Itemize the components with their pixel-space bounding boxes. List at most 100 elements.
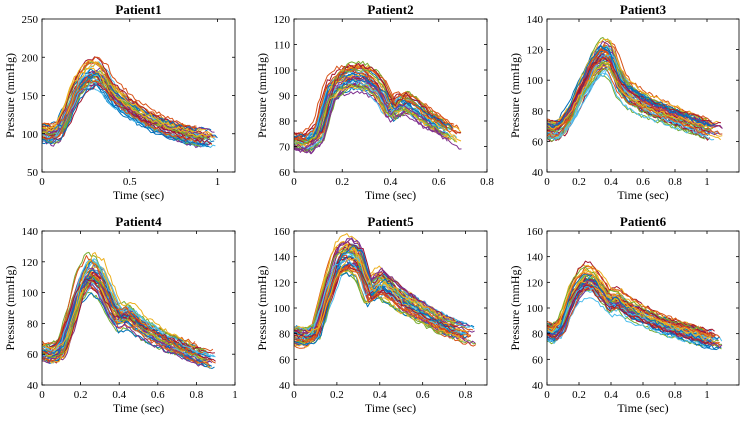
x-tick-label: 0 bbox=[39, 176, 45, 188]
x-axis-label: Time (sec) bbox=[113, 188, 164, 202]
y-tick-label: 140 bbox=[527, 14, 544, 26]
y-tick-label: 250 bbox=[22, 14, 39, 26]
trace-line bbox=[294, 75, 446, 150]
x-tick-label: 0.4 bbox=[604, 389, 618, 401]
chart-title: Patient1 bbox=[115, 2, 161, 17]
y-tick-label: 140 bbox=[274, 252, 291, 264]
x-tick-label: 0.4 bbox=[384, 176, 398, 188]
x-tick-label: 0.2 bbox=[572, 389, 586, 401]
y-tick-label: 160 bbox=[527, 226, 544, 238]
y-tick-label: 60 bbox=[279, 354, 291, 366]
y-tick-label: 100 bbox=[22, 288, 39, 300]
x-tick-label: 1 bbox=[704, 389, 710, 401]
trace-line bbox=[42, 84, 210, 148]
trace-line bbox=[547, 273, 715, 344]
y-axis-label: Pressure (mmHg) bbox=[508, 266, 522, 351]
trace-line bbox=[42, 67, 215, 139]
y-tick-label: 120 bbox=[274, 14, 291, 26]
trace-line bbox=[547, 45, 716, 126]
x-axis-label: Time (sec) bbox=[617, 401, 668, 415]
y-tick-label: 80 bbox=[532, 329, 544, 341]
trace-group bbox=[42, 56, 218, 149]
y-tick-label: 60 bbox=[532, 136, 544, 148]
y-tick-label: 100 bbox=[274, 303, 291, 315]
y-axis-label: Pressure (mmHg) bbox=[508, 53, 522, 138]
trace-line bbox=[547, 65, 708, 130]
trace-line bbox=[547, 268, 716, 343]
trace-group bbox=[547, 37, 723, 143]
y-tick-label: 90 bbox=[279, 91, 291, 103]
y-tick-label: 40 bbox=[279, 380, 291, 392]
y-axis-label: Pressure (mmHg) bbox=[3, 266, 17, 351]
y-tick-label: 100 bbox=[274, 65, 291, 77]
y-tick-label: 120 bbox=[274, 277, 291, 289]
y-tick-label: 140 bbox=[527, 252, 544, 264]
panel-4: 0 0.2 0.4 0.6 0.8 1406080100120140Patient4Tim… bbox=[3, 214, 238, 415]
x-axis-label: Time (sec) bbox=[113, 401, 164, 415]
axes-box bbox=[41, 230, 236, 386]
panel-6: 0 0.2 0.4 0.6 0.8 1406080100120140160Patient6… bbox=[508, 214, 740, 415]
trace-line bbox=[547, 272, 716, 338]
y-axis-label: Pressure (mmHg) bbox=[255, 266, 269, 351]
x-tick-label: 1 bbox=[215, 176, 221, 188]
y-tick-label: 50 bbox=[27, 167, 39, 179]
x-tick-label: 1 bbox=[704, 176, 710, 188]
x-tick-label: 0.4 bbox=[112, 389, 126, 401]
x-tick-label: 0.8 bbox=[480, 176, 494, 188]
trace-line bbox=[294, 249, 456, 333]
y-tick-label: 140 bbox=[22, 226, 39, 238]
x-tick-label: 0.2 bbox=[572, 176, 586, 188]
trace-line bbox=[294, 65, 454, 144]
trace-line bbox=[547, 284, 710, 345]
x-axis-label: Time (sec) bbox=[365, 188, 416, 202]
x-tick-label: 0.4 bbox=[604, 176, 618, 188]
trace-line bbox=[294, 257, 456, 333]
y-tick-label: 100 bbox=[527, 303, 544, 315]
x-tick-label: 0 bbox=[544, 176, 550, 188]
y-tick-label: 60 bbox=[27, 349, 39, 361]
x-tick-label: 0.6 bbox=[636, 176, 650, 188]
y-tick-label: 80 bbox=[532, 106, 544, 118]
x-tick-label: 0 bbox=[291, 176, 297, 188]
x-tick-label: 0.6 bbox=[151, 389, 165, 401]
trace-line bbox=[547, 266, 704, 331]
y-tick-label: 200 bbox=[22, 52, 39, 64]
trace-line bbox=[294, 72, 445, 146]
trace-line bbox=[42, 280, 204, 367]
trace-line bbox=[294, 259, 467, 341]
trace-line bbox=[42, 252, 197, 351]
trace-group bbox=[547, 260, 723, 351]
panel-3: 0 0.2 0.4 0.6 0.8 1406080100120140Patient3Tim… bbox=[508, 2, 740, 202]
x-axis-label: Time (sec) bbox=[365, 401, 416, 415]
trace-line bbox=[294, 84, 451, 145]
x-tick-label: 0.6 bbox=[432, 176, 446, 188]
x-tick-label: 0.6 bbox=[416, 389, 430, 401]
panel-2: 0 0.2 0.4 0.6 0.8 60 70 80 90 100 110 120 Patient2 Ti… bbox=[255, 2, 494, 202]
trace-line bbox=[547, 67, 711, 133]
y-tick-label: 40 bbox=[532, 167, 544, 179]
y-tick-label: 120 bbox=[22, 257, 39, 269]
trace-line bbox=[42, 56, 197, 129]
chart-title: Patient3 bbox=[620, 2, 667, 17]
trace-group bbox=[294, 233, 477, 349]
trace-line bbox=[547, 57, 707, 126]
y-axis-label: Pressure (mmHg) bbox=[255, 53, 269, 138]
y-tick-label: 160 bbox=[274, 226, 291, 238]
trace-line bbox=[42, 275, 206, 360]
x-tick-label: 1 bbox=[232, 389, 238, 401]
x-tick-label: 0.8 bbox=[190, 389, 204, 401]
axes-box bbox=[546, 230, 740, 386]
y-tick-label: 80 bbox=[279, 116, 291, 128]
trace-line bbox=[547, 54, 710, 133]
y-tick-label: 40 bbox=[27, 380, 39, 392]
x-tick-label: 0.4 bbox=[373, 389, 387, 401]
y-tick-label: 60 bbox=[279, 167, 291, 179]
y-tick-label: 60 bbox=[532, 354, 544, 366]
y-tick-label: 110 bbox=[274, 40, 291, 52]
y-tick-label: 100 bbox=[527, 75, 544, 87]
chart-title: Patient6 bbox=[620, 214, 667, 229]
chart-title: Patient5 bbox=[367, 214, 414, 229]
x-axis-label: Time (sec) bbox=[617, 188, 668, 202]
